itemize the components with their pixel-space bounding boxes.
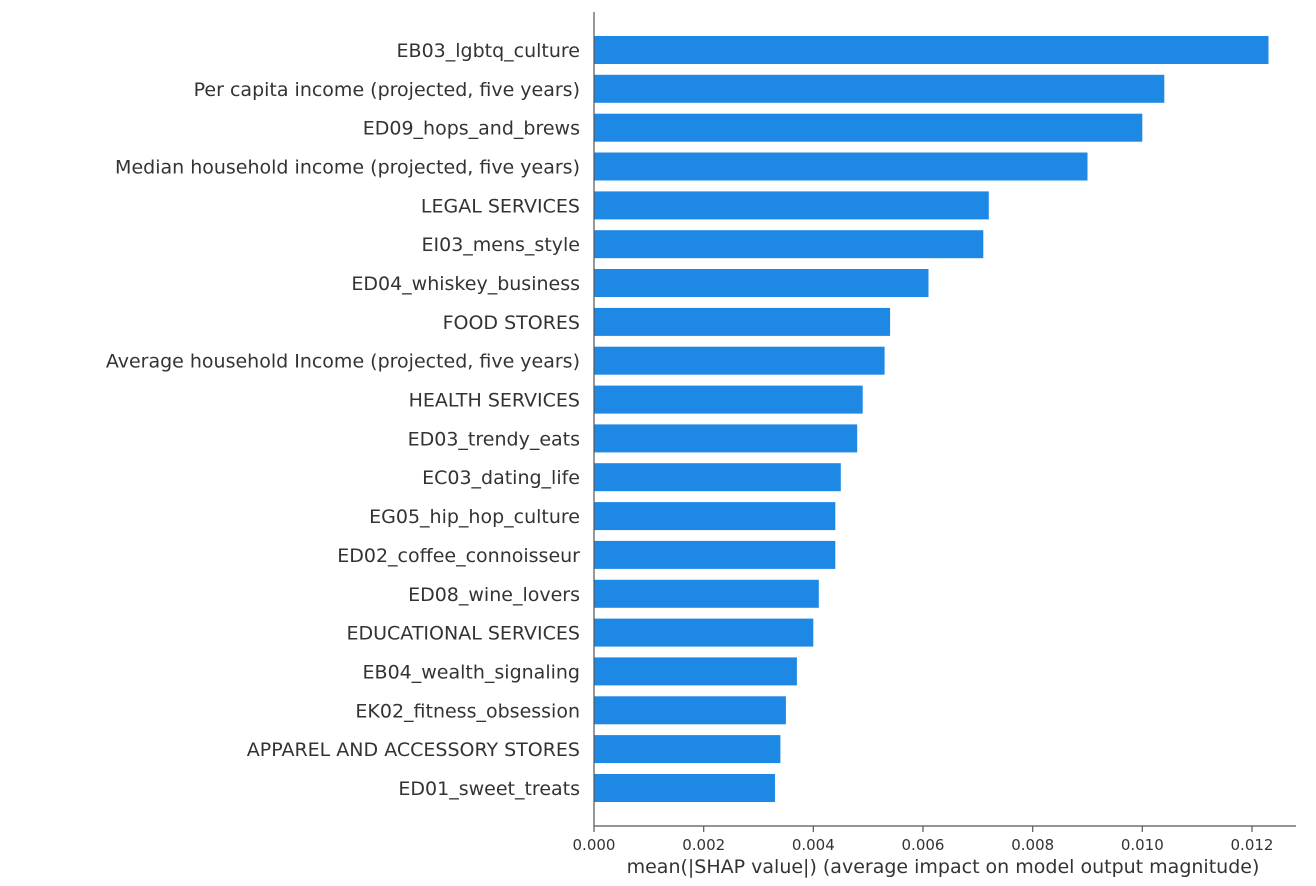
category-label: FOOD STORES [443, 312, 580, 334]
category-label: EC03_dating_life [422, 467, 580, 489]
category-labels: EB03_lgbtq_culture Per capita income (pro… [106, 40, 580, 800]
bar-6 [594, 269, 929, 297]
bar-11 [594, 463, 841, 492]
bar-18 [594, 735, 781, 764]
x-axis-title: mean(|SHAP value|) (average impact on mo… [627, 856, 1260, 878]
bar-9 [594, 385, 863, 414]
bar-0 [594, 36, 1269, 64]
category-label: EDUCATIONAL SERVICES [347, 623, 581, 645]
category-label: ED09_hops_and_brews [363, 118, 580, 140]
category-label: EB03_lgbtq_culture [397, 40, 580, 62]
bar-5 [594, 230, 984, 259]
category-label: ED04_whiskey_business [351, 273, 580, 295]
bar-12 [594, 502, 836, 531]
bar-4 [594, 191, 989, 220]
bar-8 [594, 346, 885, 375]
category-label: EI03_mens_style [422, 234, 581, 256]
category-label: LEGAL SERVICES [421, 195, 580, 217]
bar-7 [594, 307, 891, 336]
x-tick-label: 0.000 [573, 836, 616, 854]
bar-19 [594, 774, 775, 802]
category-label: HEALTH SERVICES [409, 390, 580, 412]
bar-3 [594, 152, 1088, 181]
x-tick-label: 0.002 [682, 836, 725, 854]
bar-17 [594, 696, 786, 725]
bar-13 [594, 540, 836, 569]
bar-2 [594, 113, 1143, 142]
x-tick-label: 0.006 [902, 836, 945, 854]
x-ticks: 0.000 0.002 0.004 0.006 0.008 0.010 0.012 [573, 826, 1274, 854]
x-tick-label: 0.008 [1011, 836, 1054, 854]
bars-group [594, 36, 1269, 802]
bar-1 [594, 74, 1165, 103]
category-label: ED01_sweet_treats [398, 778, 580, 800]
category-label: Median household income (projected, five… [115, 157, 580, 179]
x-tick-label: 0.010 [1121, 836, 1164, 854]
bar-14 [594, 579, 819, 608]
bar-15 [594, 618, 814, 647]
category-label: EB04_wealth_signaling [363, 661, 580, 683]
category-label: EG05_hip_hop_culture [369, 506, 580, 528]
category-label: EK02_fitness_obsession [355, 700, 580, 722]
category-label: ED08_wine_lovers [408, 584, 580, 606]
category-label: Average household Income (projected, fiv… [106, 351, 580, 373]
bar-10 [594, 424, 858, 453]
category-label: ED02_coffee_connoisseur [337, 545, 580, 567]
bar-16 [594, 657, 797, 686]
category-label: ED03_trendy_eats [408, 428, 580, 450]
category-label: APPAREL AND ACCESSORY STORES [247, 739, 580, 761]
category-label: Per capita income (projected, five years… [194, 79, 580, 101]
x-tick-label: 0.012 [1231, 836, 1274, 854]
x-tick-label: 0.004 [792, 836, 835, 854]
